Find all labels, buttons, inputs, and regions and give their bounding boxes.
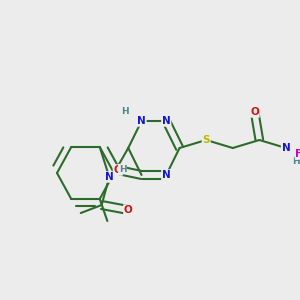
Text: F: F [296,149,300,159]
Text: O: O [113,165,122,175]
Text: N: N [137,116,146,126]
Text: H: H [119,164,126,173]
Text: N: N [162,170,171,180]
Text: S: S [202,135,210,145]
Text: N: N [105,172,114,182]
Text: O: O [250,107,259,117]
Text: H: H [292,158,299,166]
Text: N: N [282,143,290,153]
Text: N: N [162,116,171,126]
Text: O: O [124,205,133,215]
Text: H: H [121,106,128,116]
